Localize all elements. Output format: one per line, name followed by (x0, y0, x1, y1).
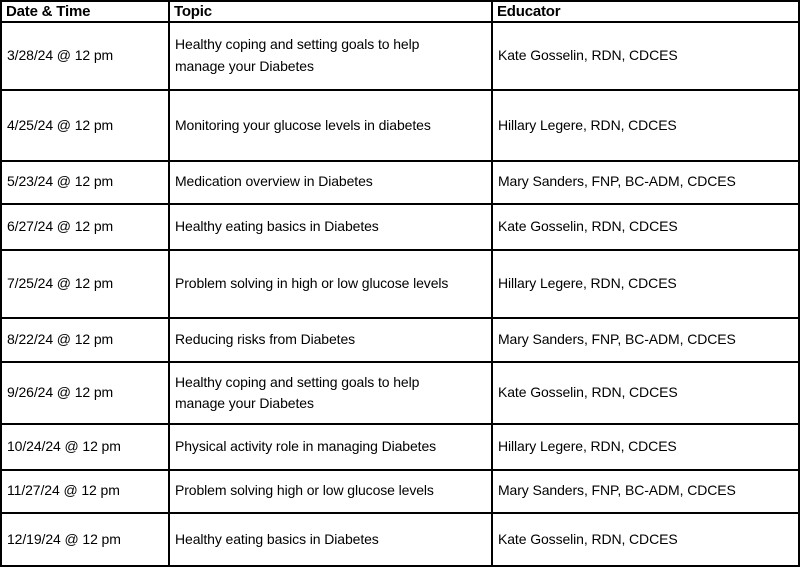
cell-datetime: 7/25/24 @ 12 pm (0, 248, 170, 320)
cell-educator: Mary Sanders, FNP, BC-ADM, CDCES (491, 468, 800, 514)
column-header-topic: Topic (168, 0, 493, 23)
cell-topic: Physical activity role in managing Diabe… (168, 423, 493, 471)
column-header-date-time: Date & Time (0, 0, 170, 23)
cell-topic: Healthy coping and setting goals to help… (168, 20, 493, 92)
header-row: Date & Time Topic Educator (0, 0, 800, 23)
cell-topic: Healthy coping and setting goals to help… (168, 361, 493, 426)
cell-topic: Reducing risks from Diabetes (168, 317, 493, 364)
table-row: 3/28/24 @ 12 pm Healthy coping and settin… (0, 20, 800, 92)
cell-topic: Medication overview in Diabetes (168, 159, 493, 205)
table-row: 11/27/24 @ 12 pm Problem solving high or … (0, 468, 800, 514)
cell-topic: Monitoring your glucose levels in diabet… (168, 89, 493, 162)
table-row: 12/19/24 @ 12 pm Healthy eating basics in… (0, 511, 800, 568)
cell-educator: Kate Gosselin, RDN, CDCES (491, 511, 800, 568)
cell-datetime: 12/19/24 @ 12 pm (0, 511, 170, 568)
cell-educator: Kate Gosselin, RDN, CDCES (491, 20, 800, 92)
table-row: 10/24/24 @ 12 pm Physical activity role i… (0, 423, 800, 471)
cell-topic: Problem solving in high or low glucose l… (168, 248, 493, 320)
table-row: 6/27/24 @ 12 pm Healthy eating basics in … (0, 202, 800, 251)
cell-educator: Mary Sanders, FNP, BC-ADM, CDCES (491, 159, 800, 205)
table-body: 3/28/24 @ 12 pm Healthy coping and settin… (0, 20, 800, 568)
table-row: 5/23/24 @ 12 pm Medication overview in Di… (0, 159, 800, 205)
cell-topic: Problem solving high or low glucose leve… (168, 468, 493, 514)
cell-datetime: 8/22/24 @ 12 pm (0, 317, 170, 364)
cell-datetime: 4/25/24 @ 12 pm (0, 89, 170, 162)
cell-datetime: 6/27/24 @ 12 pm (0, 202, 170, 251)
cell-datetime: 5/23/24 @ 12 pm (0, 159, 170, 205)
cell-educator: Kate Gosselin, RDN, CDCES (491, 361, 800, 426)
table-row: 8/22/24 @ 12 pm Reducing risks from Diabe… (0, 317, 800, 364)
cell-educator: Kate Gosselin, RDN, CDCES (491, 202, 800, 251)
cell-datetime: 10/24/24 @ 12 pm (0, 423, 170, 471)
cell-educator: Hillary Legere, RDN, CDCES (491, 423, 800, 471)
table-row: 7/25/24 @ 12 pm Problem solving in high o… (0, 248, 800, 320)
table-row: 4/25/24 @ 12 pm Monitoring your glucose l… (0, 89, 800, 162)
cell-topic: Healthy eating basics in Diabetes (168, 511, 493, 568)
cell-datetime: 11/27/24 @ 12 pm (0, 468, 170, 514)
cell-topic: Healthy eating basics in Diabetes (168, 202, 493, 251)
cell-datetime: 9/26/24 @ 12 pm (0, 361, 170, 426)
cell-educator: Hillary Legere, RDN, CDCES (491, 89, 800, 162)
cell-educator: Hillary Legere, RDN, CDCES (491, 248, 800, 320)
cell-educator: Mary Sanders, FNP, BC-ADM, CDCES (491, 317, 800, 364)
cell-datetime: 3/28/24 @ 12 pm (0, 20, 170, 92)
table-row: 9/26/24 @ 12 pm Healthy coping and settin… (0, 361, 800, 426)
column-header-educator: Educator (491, 0, 800, 23)
